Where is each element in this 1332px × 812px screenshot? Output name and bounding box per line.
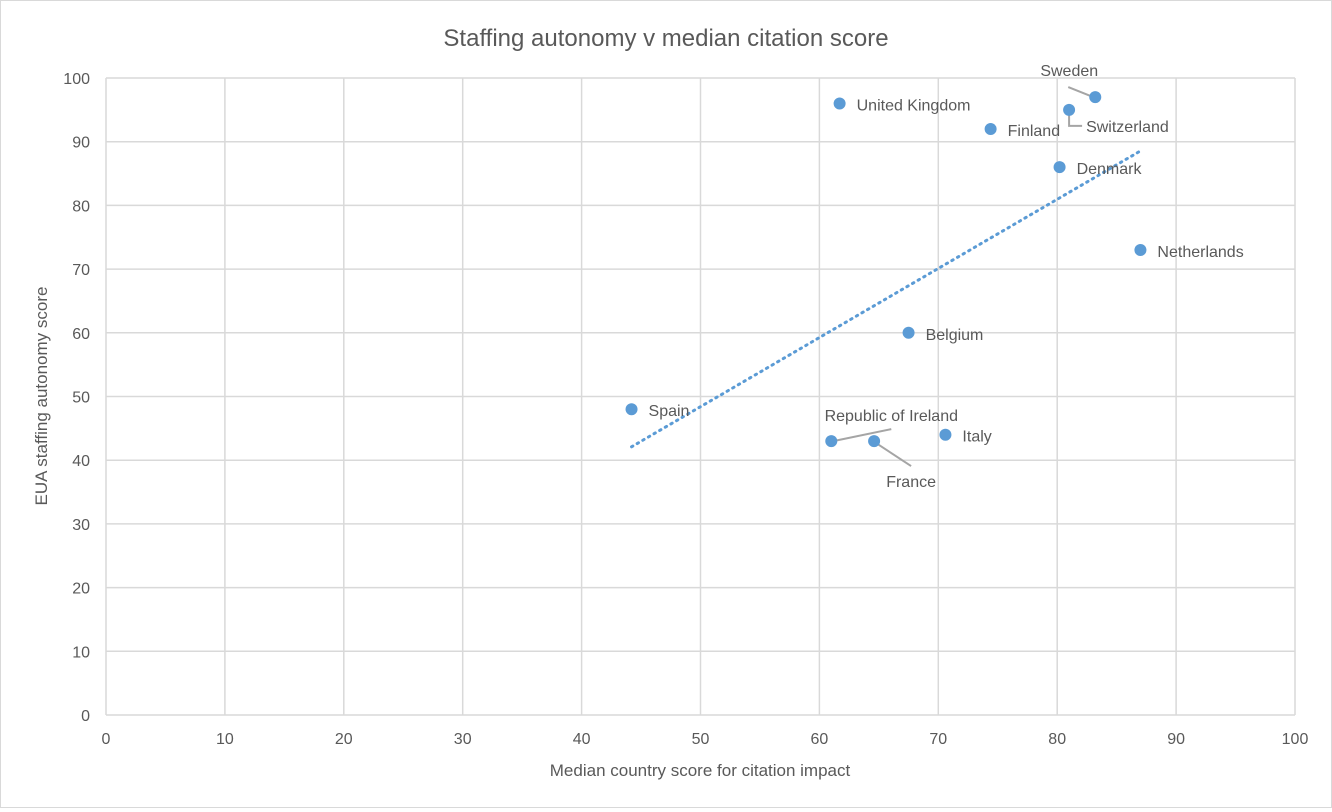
data-label: Denmark (1077, 161, 1143, 178)
data-label: Sweden (1040, 63, 1098, 80)
x-tick-label: 50 (692, 731, 710, 748)
x-tick-label: 10 (216, 731, 234, 748)
x-tick-label: 0 (102, 731, 111, 748)
leader-line (1068, 112, 1083, 127)
data-point (1053, 161, 1066, 174)
chart-title: Staffing autonomy v median citation scor… (443, 25, 888, 52)
y-tick-label: 80 (72, 198, 90, 215)
x-tick-label: 100 (1282, 731, 1309, 748)
x-axis-label: Median country score for citation impact (550, 761, 851, 780)
y-tick-label: 30 (72, 517, 90, 534)
data-point (833, 97, 846, 110)
x-tick-label: 90 (1167, 731, 1185, 748)
leader-line (1067, 86, 1094, 99)
y-tick-label: 20 (72, 581, 90, 598)
trendline (630, 149, 1142, 449)
y-tick-label: 10 (72, 644, 90, 661)
data-point (1063, 103, 1076, 116)
data-label: Republic of Ireland (825, 408, 958, 425)
y-axis-label: EUA staffing autonomy score (32, 287, 51, 506)
data-label: Netherlands (1157, 244, 1243, 261)
leader-line (875, 442, 912, 467)
x-tick-label: 70 (929, 731, 947, 748)
data-label: Switzerland (1086, 119, 1169, 136)
data-point (1089, 91, 1102, 104)
leader-line (833, 428, 892, 443)
data-label: Spain (649, 403, 690, 420)
data-point (902, 326, 915, 339)
x-tick-label: 20 (335, 731, 353, 748)
x-tick-label: 80 (1048, 731, 1066, 748)
data-point (868, 435, 881, 448)
y-tick-label: 70 (72, 262, 90, 279)
data-point (939, 428, 952, 441)
y-tick-label: 50 (72, 390, 90, 407)
data-point (984, 122, 997, 135)
data-label: France (886, 474, 936, 491)
data-label: Belgium (926, 327, 984, 344)
y-tick-label: 60 (72, 326, 90, 343)
y-tick-label: 90 (72, 135, 90, 152)
data-point (1134, 243, 1147, 256)
data-label: Finland (1008, 123, 1060, 140)
y-tick-label: 0 (81, 708, 90, 725)
data-point (825, 435, 838, 448)
y-tick-label: 100 (63, 71, 90, 88)
x-tick-label: 30 (454, 731, 472, 748)
x-tick-label: 40 (573, 731, 591, 748)
data-label: Italy (962, 429, 991, 446)
data-point (625, 403, 638, 416)
x-tick-label: 60 (811, 731, 829, 748)
y-tick-label: 40 (72, 453, 90, 470)
data-label: United Kingdom (857, 97, 971, 114)
